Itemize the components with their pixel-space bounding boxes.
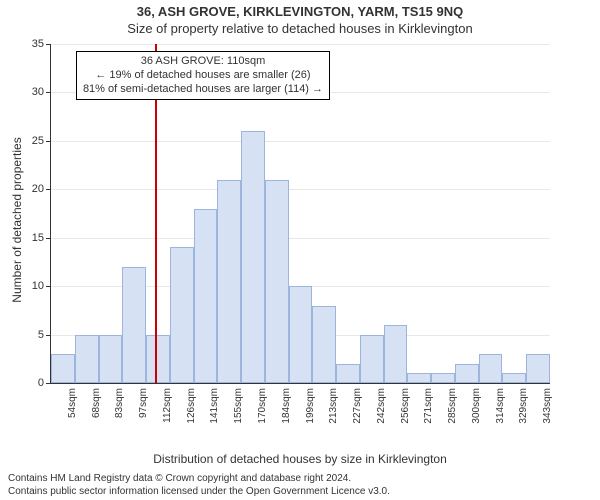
annotation-line: 36 ASH GROVE: 110sqm [83,54,323,68]
xtick-label: 97sqm [138,388,149,418]
bar [194,209,218,383]
annotation-line: ← 19% of detached houses are smaller (26… [83,68,323,82]
bar [265,180,289,383]
xtick-label: 112sqm [162,388,173,423]
bar [312,306,336,383]
xtick-label: 126sqm [186,388,197,424]
chart-subtitle: Size of property relative to detached ho… [0,19,600,36]
bar [75,335,99,383]
xtick-label: 242sqm [376,388,387,424]
xtick-label: 271sqm [423,388,434,424]
bar [431,373,455,383]
bar [479,354,503,383]
gridline [51,44,550,45]
bar [455,364,479,383]
bar [51,354,75,383]
xtick-label: 285sqm [447,388,458,424]
x-axis-label: Distribution of detached houses by size … [0,452,600,466]
gridline [51,189,550,190]
xtick-label: 141sqm [209,388,220,424]
xtick-label: 68sqm [91,388,102,418]
footer-line-2: Contains public sector information licen… [8,486,390,499]
bar [217,180,241,383]
ytick-label: 20 [32,183,44,195]
plot-wrap: 0510152025303554sqm68sqm83sqm97sqm112sqm… [50,44,590,410]
xtick-label: 199sqm [305,388,316,424]
xtick-label: 170sqm [257,388,268,424]
xtick-label: 213sqm [328,388,339,424]
ytick-label: 15 [32,232,44,244]
y-axis-label: Number of detached properties [10,137,24,302]
ytick-label: 10 [32,280,44,292]
xtick-label: 184sqm [281,388,292,424]
bar [146,335,170,383]
annotation-line: 81% of semi-detached houses are larger (… [83,82,323,96]
gridline [51,238,550,239]
ytick-mark [46,286,51,287]
bar [99,335,123,383]
ytick-label: 35 [32,38,44,50]
ytick-mark [46,238,51,239]
footer: Contains HM Land Registry data © Crown c… [8,473,390,498]
annotation-box: 36 ASH GROVE: 110sqm← 19% of detached ho… [76,51,330,100]
chart-title: 36, ASH GROVE, KIRKLEVINGTON, YARM, TS15… [0,0,600,19]
xtick-label: 227sqm [352,388,363,424]
bar [122,267,146,383]
bar [336,364,360,383]
bar [407,373,431,383]
ytick-mark [46,92,51,93]
ytick-mark [46,383,51,384]
ytick-label: 30 [32,86,44,98]
xtick-label: 343sqm [542,388,553,424]
xtick-label: 155sqm [233,388,244,424]
footer-line-1: Contains HM Land Registry data © Crown c… [8,473,390,486]
xtick-label: 314sqm [495,388,506,424]
bar [384,325,408,383]
bar [502,373,526,383]
xtick-label: 54sqm [67,388,78,418]
bar [526,354,550,383]
ytick-mark [46,141,51,142]
ytick-mark [46,44,51,45]
plot-area: 0510152025303554sqm68sqm83sqm97sqm112sqm… [50,44,550,384]
bar [170,247,194,383]
bar [241,131,265,383]
gridline [51,141,550,142]
bar [360,335,384,383]
ytick-mark [46,335,51,336]
ytick-label: 25 [32,135,44,147]
xtick-label: 256sqm [400,388,411,424]
bar [289,286,313,383]
xtick-label: 329sqm [518,388,529,424]
ytick-label: 0 [38,377,44,389]
xtick-label: 300sqm [471,388,482,424]
ytick-label: 5 [38,329,44,341]
ytick-mark [46,189,51,190]
xtick-label: 83sqm [114,388,125,418]
